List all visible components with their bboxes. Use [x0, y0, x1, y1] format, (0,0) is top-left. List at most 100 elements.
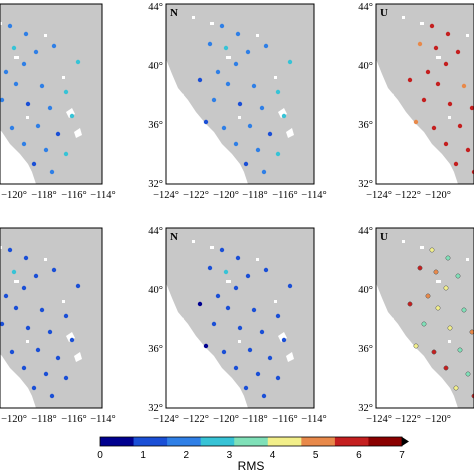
- station-dot: [211, 321, 217, 327]
- component-label-n: N: [170, 7, 178, 19]
- station-dot: [235, 255, 241, 261]
- colorbar-segment: [200, 437, 235, 446]
- station-dot: [35, 347, 41, 353]
- station-dot: [0, 97, 5, 103]
- station-dot: [225, 305, 231, 311]
- colorbar-frame: [99, 436, 403, 447]
- station-dot: [75, 283, 81, 289]
- station-dot: [461, 307, 467, 313]
- lat-tick: 32°: [358, 403, 373, 414]
- station-dot: [435, 81, 441, 87]
- lon-tick: −118°: [31, 190, 56, 201]
- panel-n-row2: N: [165, 227, 315, 409]
- component-label-u: U: [380, 7, 388, 19]
- station-dot: [447, 101, 453, 107]
- station-dot: [247, 347, 253, 353]
- lon-ticks-row2-center: −124° −122° −120° −118° −116° −114°: [153, 414, 327, 425]
- station-dot: [417, 41, 423, 47]
- station-dot: [455, 273, 461, 279]
- station-dot: [433, 45, 439, 51]
- station-dot: [0, 321, 5, 327]
- lon-tick: −122°: [183, 414, 209, 425]
- lon-tick: −120°: [425, 414, 451, 425]
- station-dot: [251, 307, 257, 313]
- station-dot: [287, 283, 293, 289]
- station-dot: [263, 267, 269, 273]
- lat-tick: 44°: [358, 2, 373, 13]
- colorbar-labels: 0 1 2 3 4 5 6 7: [97, 450, 405, 461]
- station-dot: [55, 131, 61, 137]
- station-dot: [7, 23, 13, 29]
- station-dot: [21, 285, 27, 291]
- station-dot: [31, 385, 37, 391]
- station-dot: [237, 325, 243, 331]
- station-dot: [443, 61, 449, 67]
- station-dot: [431, 125, 437, 131]
- lat-tick: 36°: [358, 120, 373, 131]
- station-dot: [413, 343, 419, 349]
- colorbar-tick-label: 3: [227, 450, 233, 461]
- station-dot: [281, 113, 287, 119]
- station-dot: [13, 305, 19, 311]
- station-dot: [275, 375, 281, 381]
- lat-ticks-row2-center: 44° 40° 36° 32°: [148, 226, 163, 414]
- station-dot: [287, 59, 293, 65]
- station-dot: [233, 365, 239, 371]
- station-dot: [445, 31, 451, 37]
- station-dot: [49, 393, 55, 399]
- station-dot: [435, 305, 441, 311]
- station-dot: [433, 269, 439, 275]
- panel-n-left-row1: [0, 3, 103, 185]
- station-dot: [233, 61, 239, 67]
- station-dot: [215, 69, 221, 75]
- station-dot: [263, 43, 269, 49]
- panel-u-row2: U: [375, 227, 474, 409]
- station-dot: [469, 329, 474, 335]
- station-dot: [267, 131, 273, 137]
- colorbar-segment: [334, 437, 369, 446]
- station-dot: [245, 273, 251, 279]
- station-dot: [457, 347, 463, 353]
- station-dot: [203, 343, 209, 349]
- colorbar: 0 1 2 3 4 5 6 7 RMS: [97, 436, 409, 473]
- station-dot: [51, 43, 57, 49]
- colorbar-tick-label: 7: [399, 450, 405, 461]
- lon-tick: −120°: [425, 190, 451, 201]
- station-dot: [211, 97, 217, 103]
- station-dot: [261, 169, 267, 175]
- station-dot: [429, 23, 435, 29]
- colorbar-segment: [133, 437, 168, 446]
- station-dot: [469, 105, 474, 111]
- station-dot: [243, 385, 249, 391]
- station-dot: [255, 371, 261, 377]
- station-dot: [75, 59, 81, 65]
- station-dot: [233, 285, 239, 291]
- station-dot: [23, 255, 29, 261]
- station-dot: [63, 151, 69, 157]
- station-dot: [223, 269, 229, 275]
- lat-ticks-row1-right: 44° 40° 36° 32°: [358, 2, 373, 190]
- lon-tick: −116°: [61, 190, 86, 201]
- station-dot: [225, 81, 231, 87]
- lon-tick: −116°: [272, 414, 297, 425]
- station-dot: [457, 123, 463, 129]
- station-dot: [219, 23, 225, 29]
- station-dot: [259, 329, 265, 335]
- station-dot: [223, 45, 229, 51]
- colorbar-segment: [167, 437, 202, 446]
- station-dot: [207, 265, 213, 271]
- station-dot: [33, 49, 39, 55]
- station-dot: [275, 89, 281, 95]
- station-dot: [25, 101, 31, 107]
- station-dot: [47, 105, 53, 111]
- station-dot: [275, 151, 281, 157]
- station-dot: [453, 385, 459, 391]
- station-dot: [221, 125, 227, 131]
- colorbar-tick-label: 6: [356, 450, 362, 461]
- station-dot: [35, 123, 41, 129]
- lon-tick: −116°: [61, 414, 86, 425]
- station-dot: [33, 273, 39, 279]
- lon-tick: −124°: [366, 414, 392, 425]
- lon-ticks-row1-center: −124° −122° −120° −118° −116° −114°: [153, 190, 327, 201]
- station-dot: [63, 89, 69, 95]
